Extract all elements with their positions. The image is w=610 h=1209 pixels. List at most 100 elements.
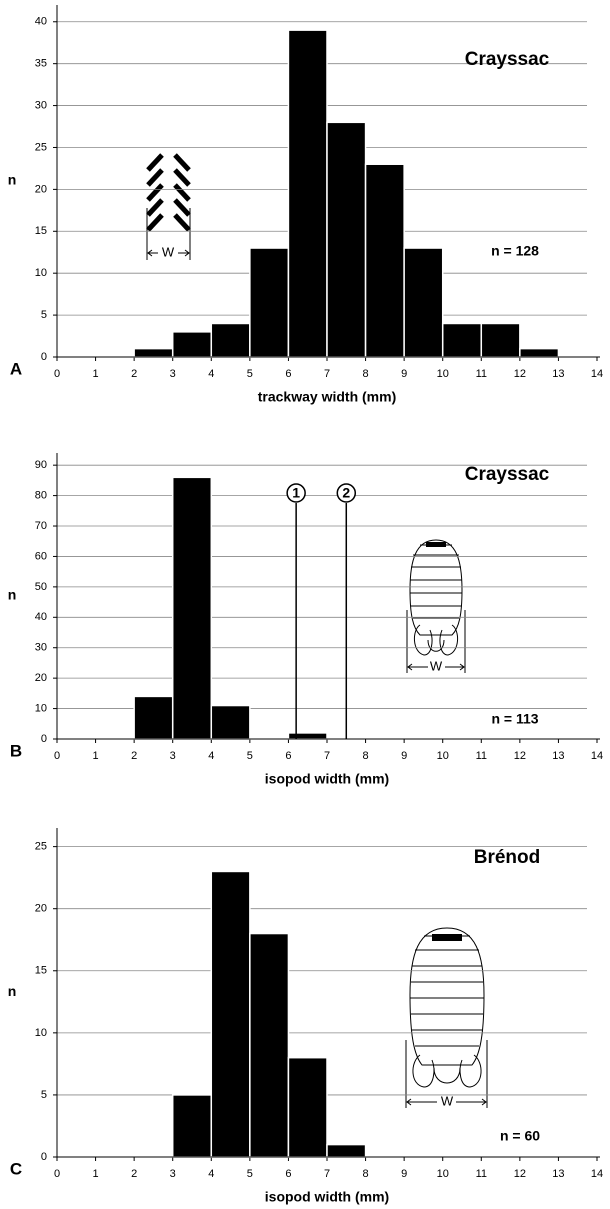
y-tick-label: 25 [35, 841, 47, 853]
x-tick-label: 10 [437, 1168, 449, 1180]
y-tick-label: 10 [35, 1027, 47, 1039]
y-tick-label: 0 [41, 733, 47, 745]
y-tick-label: 50 [35, 581, 47, 593]
y-tick-label: 90 [35, 459, 47, 471]
y-axis-label: n [8, 172, 17, 188]
x-tick-label: 12 [514, 1168, 526, 1180]
x-axis-label: isopod width (mm) [265, 1189, 389, 1205]
y-tick-label: 40 [35, 611, 47, 623]
y-tick-label: 20 [35, 183, 47, 195]
x-tick-label: 10 [437, 368, 449, 380]
width-label: W [430, 658, 443, 673]
x-tick-label: 3 [170, 750, 176, 762]
x-tick-label: 5 [247, 750, 253, 762]
x-tick-label: 2 [131, 750, 137, 762]
y-tick-label: 20 [35, 903, 47, 915]
x-tick-label: 8 [363, 750, 369, 762]
bar [366, 164, 405, 357]
bar [327, 1145, 366, 1157]
x-tick-label: 11 [476, 750, 487, 762]
chart-title: Crayssac [465, 49, 550, 70]
x-tick-label: 9 [401, 750, 407, 762]
x-tick-label: 4 [208, 1168, 214, 1180]
y-tick-label: 10 [35, 267, 47, 279]
bar [288, 30, 327, 357]
x-tick-label: 9 [401, 368, 407, 380]
panel-label: A [10, 359, 22, 378]
x-tick-label: 4 [208, 368, 214, 380]
chart-title: Brénod [474, 847, 541, 868]
y-tick-label: 5 [41, 1089, 47, 1101]
marker-label: 2 [342, 485, 350, 501]
x-tick-label: 14 [591, 750, 603, 762]
bar [327, 122, 366, 357]
x-tick-label: 9 [401, 1168, 407, 1180]
x-tick-label: 1 [93, 368, 99, 380]
x-axis-label: isopod width (mm) [265, 771, 389, 787]
sample-size: n = 60 [500, 1128, 540, 1144]
x-tick-label: 0 [54, 368, 60, 380]
x-tick-label: 5 [247, 368, 253, 380]
panel-label: C [10, 1159, 22, 1178]
y-tick-label: 80 [35, 490, 47, 502]
panel-label: B [10, 741, 22, 760]
x-tick-label: 7 [324, 1168, 330, 1180]
x-tick-label: 7 [324, 750, 330, 762]
x-tick-label: 2 [131, 1168, 137, 1180]
y-tick-label: 15 [35, 225, 47, 237]
x-tick-label: 11 [476, 368, 487, 380]
y-tick-label: 0 [41, 351, 47, 363]
sample-size: n = 113 [491, 711, 538, 727]
x-tick-label: 1 [93, 1168, 99, 1180]
x-tick-label: 0 [54, 1168, 60, 1180]
marker-label: 1 [292, 485, 300, 501]
x-tick-label: 13 [552, 750, 564, 762]
y-tick-label: 25 [35, 141, 47, 153]
y-tick-label: 20 [35, 672, 47, 684]
x-tick-label: 6 [285, 1168, 291, 1180]
bar [134, 349, 173, 357]
y-tick-label: 70 [35, 520, 47, 532]
chart-title: Crayssac [465, 464, 550, 485]
x-tick-label: 8 [363, 368, 369, 380]
width-label: W [162, 244, 175, 259]
x-tick-label: 14 [591, 368, 603, 380]
x-tick-label: 6 [285, 368, 291, 380]
bar [250, 934, 289, 1157]
x-tick-label: 2 [131, 368, 137, 380]
y-tick-label: 35 [35, 58, 47, 70]
y-tick-label: 30 [35, 642, 47, 654]
y-tick-label: 15 [35, 965, 47, 977]
bar [288, 1058, 327, 1157]
x-axis-label: trackway width (mm) [258, 389, 396, 405]
width-label: W [441, 1093, 454, 1108]
page: 051015202530354001234567891011121314Cray… [0, 0, 610, 1209]
x-tick-label: 1 [93, 750, 99, 762]
bar [250, 248, 289, 357]
y-tick-label: 60 [35, 550, 47, 562]
y-axis-label: n [8, 983, 17, 999]
x-tick-label: 3 [170, 1168, 176, 1180]
x-tick-label: 12 [514, 750, 526, 762]
bar [443, 323, 482, 357]
y-tick-label: 10 [35, 702, 47, 714]
x-tick-label: 13 [552, 1168, 564, 1180]
bar [211, 323, 250, 357]
bar [520, 349, 559, 357]
bar [211, 706, 250, 739]
x-tick-label: 6 [285, 750, 291, 762]
x-tick-label: 3 [170, 368, 176, 380]
bar [481, 323, 520, 357]
y-tick-label: 0 [41, 1151, 47, 1163]
x-tick-label: 14 [591, 1168, 603, 1180]
bar [211, 871, 250, 1157]
x-tick-label: 13 [552, 368, 564, 380]
x-tick-label: 5 [247, 1168, 253, 1180]
y-tick-label: 30 [35, 99, 47, 111]
x-tick-label: 10 [437, 750, 449, 762]
y-tick-label: 5 [41, 309, 47, 321]
x-tick-label: 7 [324, 368, 330, 380]
x-tick-label: 12 [514, 368, 526, 380]
figure: 051015202530354001234567891011121314Cray… [0, 0, 610, 1209]
x-tick-label: 0 [54, 750, 60, 762]
